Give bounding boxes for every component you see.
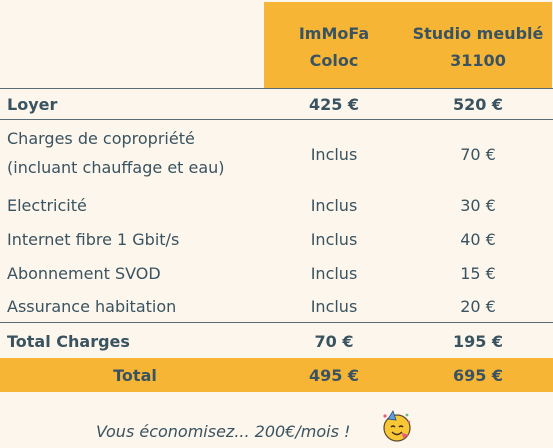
row-value-col1: 425 € bbox=[308, 95, 360, 114]
row-value-col1: Inclus bbox=[310, 264, 358, 283]
row-value-col2: 520 € bbox=[452, 95, 504, 114]
row-value-col2: 15 € bbox=[460, 264, 496, 283]
row-label-line2: (incluant chauffage et eau) bbox=[7, 158, 225, 177]
header-col1-line1: ImMoFa bbox=[298, 24, 370, 43]
row-divider bbox=[0, 322, 553, 323]
row-value-col2: 70 € bbox=[460, 145, 496, 164]
row-value-col2: 695 € bbox=[452, 366, 504, 385]
row-label: Abonnement SVOD bbox=[7, 264, 161, 283]
row-value-col1: Inclus bbox=[310, 230, 358, 249]
header-col1-line2: Coloc bbox=[309, 51, 359, 70]
row-value-col2: 20 € bbox=[460, 297, 496, 316]
header-highlight bbox=[264, 2, 552, 88]
header-col-studio: Studio meublé 31100 bbox=[408, 20, 548, 74]
header-col-immofa: ImMoFa Coloc bbox=[264, 20, 404, 74]
header-col2-line1: Studio meublé bbox=[412, 24, 544, 43]
row-label-line1: Charges de copropriété bbox=[7, 129, 195, 148]
row-label: Assurance habitation bbox=[7, 297, 177, 316]
total-highlight bbox=[0, 358, 553, 392]
row-label: Total Charges bbox=[7, 332, 130, 351]
row-value-col2: 195 € bbox=[452, 332, 504, 351]
header-divider bbox=[0, 88, 553, 89]
savings-message: Vous économisez... 200€/mois ! bbox=[96, 422, 351, 441]
row-value-col2: 30 € bbox=[460, 196, 496, 215]
row-label: Electricité bbox=[7, 196, 87, 215]
row-label: Loyer bbox=[7, 95, 58, 114]
row-label: Total bbox=[113, 366, 157, 385]
row-value-col1: Inclus bbox=[310, 196, 358, 215]
row-divider bbox=[0, 119, 553, 120]
row-label: Internet fibre 1 Gbit/s bbox=[7, 230, 180, 249]
header-col2-line2: 31100 bbox=[450, 51, 506, 70]
row-value-col1: 70 € bbox=[314, 332, 354, 351]
row-value-col1: 495 € bbox=[308, 366, 360, 385]
row-value-col1: Inclus bbox=[310, 297, 358, 316]
row-value-col2: 40 € bbox=[460, 230, 496, 249]
row-value-col1: Inclus bbox=[310, 145, 358, 164]
party-face-icon bbox=[383, 410, 411, 442]
